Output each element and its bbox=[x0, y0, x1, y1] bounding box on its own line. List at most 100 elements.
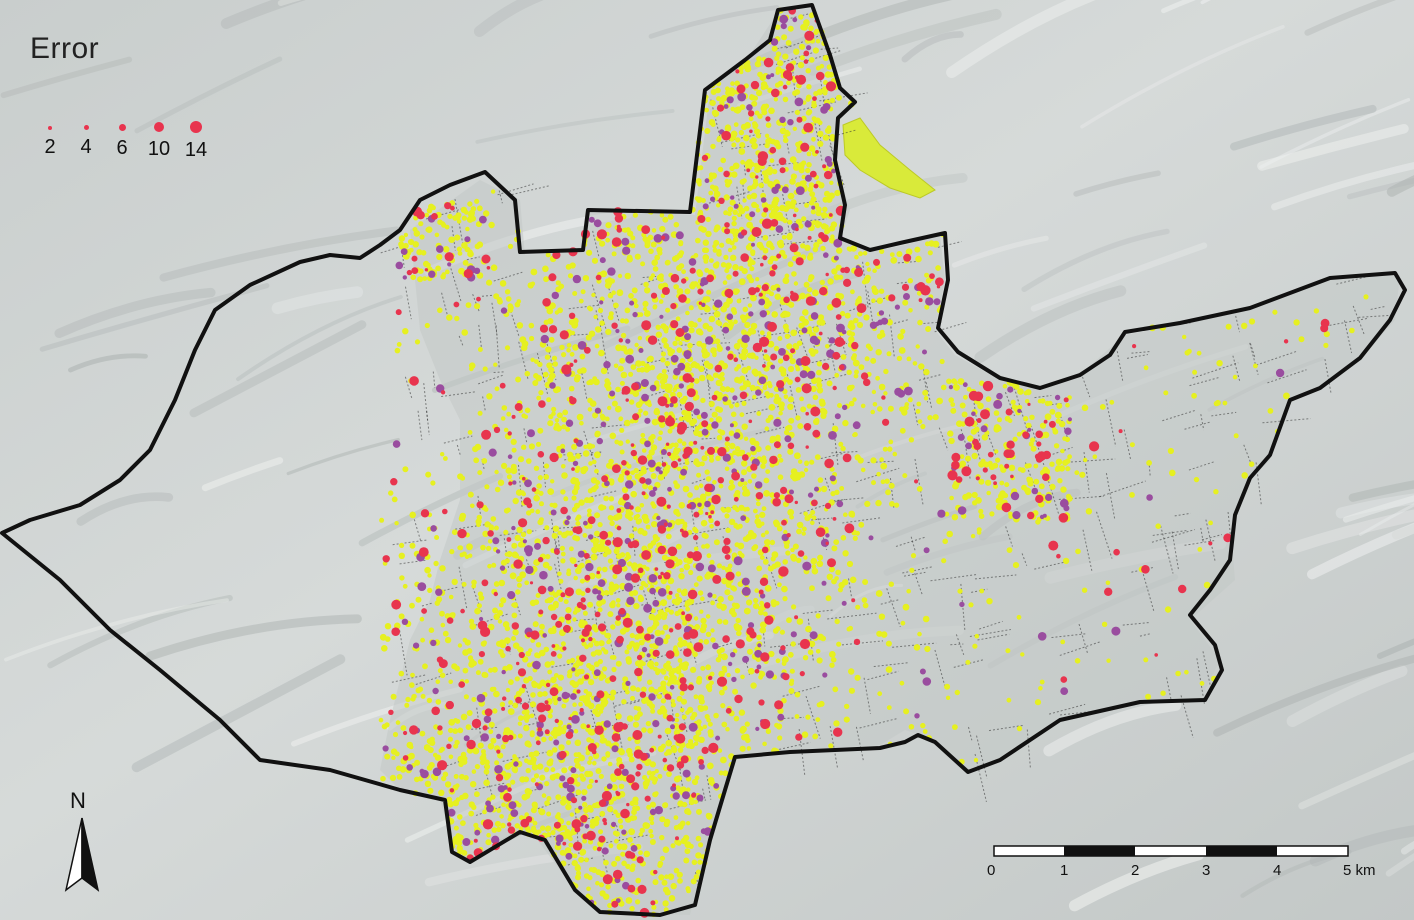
medium-error-point bbox=[597, 579, 606, 587]
medium-error-point bbox=[802, 561, 812, 571]
low-error-point bbox=[717, 374, 723, 380]
low-error-point bbox=[663, 802, 669, 808]
low-error-point bbox=[656, 246, 663, 253]
terrain-ridge bbox=[1213, 654, 1414, 737]
low-error-point bbox=[713, 310, 721, 318]
medium-error-point bbox=[507, 591, 516, 600]
low-error-point bbox=[533, 682, 539, 687]
low-error-point bbox=[645, 524, 651, 530]
low-error-point bbox=[731, 611, 737, 618]
low-error-point bbox=[673, 815, 679, 820]
low-error-point bbox=[785, 40, 792, 46]
low-error-point bbox=[808, 12, 815, 19]
low-error-point bbox=[599, 737, 606, 744]
low-error-point bbox=[467, 201, 473, 207]
medium-error-point bbox=[831, 168, 836, 174]
low-error-point bbox=[607, 515, 613, 521]
low-error-point bbox=[470, 215, 476, 222]
medium-error-point bbox=[659, 314, 664, 319]
road-segment bbox=[1211, 411, 1237, 417]
low-error-point bbox=[739, 727, 745, 733]
low-error-point bbox=[649, 584, 655, 589]
low-error-point bbox=[527, 282, 534, 289]
low-error-point bbox=[747, 185, 753, 192]
low-error-point bbox=[482, 366, 488, 372]
low-error-point bbox=[879, 457, 884, 462]
low-error-point bbox=[1129, 442, 1135, 448]
low-error-point bbox=[535, 441, 542, 447]
low-error-point bbox=[685, 310, 690, 316]
low-error-point bbox=[746, 274, 753, 280]
low-error-point bbox=[402, 583, 408, 589]
low-error-point bbox=[815, 613, 821, 619]
low-error-point bbox=[888, 482, 895, 489]
low-error-point bbox=[759, 330, 765, 336]
low-error-point bbox=[1042, 431, 1050, 439]
low-error-point bbox=[961, 411, 968, 418]
low-error-point bbox=[736, 364, 742, 369]
low-error-point bbox=[456, 219, 462, 224]
low-error-point bbox=[584, 857, 589, 863]
low-error-point bbox=[820, 212, 828, 219]
low-error-point bbox=[588, 306, 593, 312]
low-error-point bbox=[643, 281, 649, 288]
low-error-point bbox=[815, 649, 821, 654]
medium-error-point bbox=[823, 252, 829, 258]
low-error-point bbox=[698, 365, 705, 372]
low-error-point bbox=[724, 125, 732, 132]
low-error-point bbox=[748, 235, 756, 242]
low-error-point bbox=[727, 211, 732, 217]
low-error-point bbox=[784, 311, 791, 318]
low-error-point bbox=[1005, 648, 1011, 654]
low-error-point bbox=[1062, 557, 1070, 565]
road-segment bbox=[1227, 511, 1233, 553]
low-error-point bbox=[660, 599, 668, 607]
road-segment bbox=[1122, 622, 1150, 626]
low-error-point bbox=[592, 413, 598, 419]
low-error-point bbox=[650, 241, 657, 248]
low-error-point bbox=[763, 490, 770, 497]
low-error-point bbox=[650, 433, 656, 440]
low-error-point bbox=[499, 641, 507, 649]
low-error-point bbox=[941, 558, 947, 564]
low-error-point bbox=[803, 467, 809, 473]
low-error-point bbox=[582, 838, 588, 844]
medium-error-point bbox=[547, 585, 554, 592]
low-error-point bbox=[749, 266, 755, 272]
low-error-point bbox=[826, 64, 832, 70]
low-error-point bbox=[807, 513, 813, 519]
low-error-point bbox=[767, 414, 774, 421]
low-error-point bbox=[524, 370, 531, 377]
low-error-point bbox=[889, 501, 895, 507]
low-error-point bbox=[631, 287, 638, 294]
medium-error-point bbox=[822, 672, 828, 678]
road-segment bbox=[896, 281, 909, 285]
low-error-point bbox=[543, 646, 550, 653]
low-error-point bbox=[580, 776, 586, 782]
medium-error-point bbox=[462, 838, 471, 846]
low-error-point bbox=[653, 666, 658, 672]
low-error-point bbox=[860, 467, 866, 473]
low-error-point bbox=[946, 530, 953, 538]
low-error-point bbox=[618, 416, 624, 422]
road-segment bbox=[742, 184, 745, 200]
low-error-point bbox=[715, 261, 720, 266]
low-error-point bbox=[661, 368, 667, 374]
terrain-ridge bbox=[76, 492, 174, 526]
low-error-point bbox=[395, 720, 401, 725]
low-error-point bbox=[483, 210, 490, 217]
road-segment bbox=[1358, 314, 1392, 318]
low-error-point bbox=[764, 585, 772, 592]
low-error-point bbox=[769, 492, 775, 498]
low-error-point bbox=[709, 100, 716, 106]
medium-error-point bbox=[570, 693, 577, 700]
low-error-point bbox=[693, 429, 700, 436]
low-error-point bbox=[877, 406, 883, 412]
low-error-point bbox=[588, 461, 593, 466]
terrain-ridge bbox=[0, 56, 133, 99]
medium-error-point bbox=[667, 522, 673, 528]
low-error-point bbox=[1272, 309, 1278, 315]
low-error-point bbox=[673, 867, 680, 874]
low-error-point bbox=[664, 260, 670, 266]
low-error-point bbox=[738, 449, 745, 457]
